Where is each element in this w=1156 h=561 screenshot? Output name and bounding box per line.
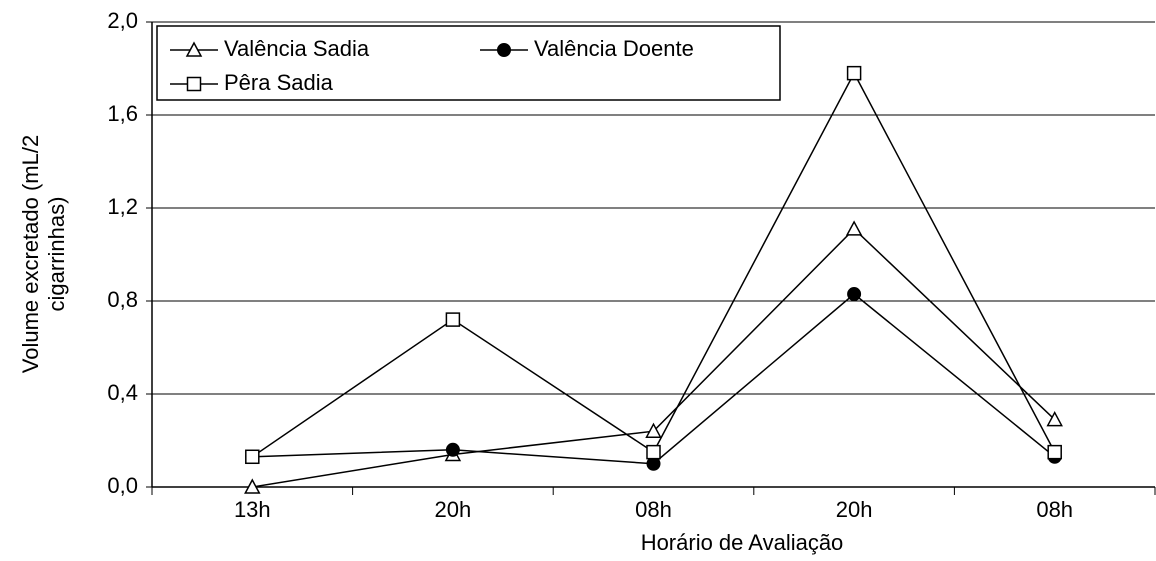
marker xyxy=(245,449,260,465)
legend-label: Valência Doente xyxy=(534,36,694,61)
x-tick-label: 20h xyxy=(836,497,873,522)
marker xyxy=(186,76,202,92)
marker xyxy=(645,422,662,438)
y-tick-label: 0,4 xyxy=(107,380,138,405)
x-tick-label: 13h xyxy=(234,497,271,522)
marker xyxy=(1047,444,1062,460)
marker xyxy=(846,65,862,81)
marker xyxy=(445,312,461,327)
y-tick-label: 1,2 xyxy=(107,194,138,219)
series-line xyxy=(251,71,1056,458)
x-tick-label: 20h xyxy=(435,497,472,522)
legend-label: Valência Sadia xyxy=(224,36,370,61)
y-tick-label: 2,0 xyxy=(107,8,138,33)
marker xyxy=(244,478,261,494)
y-axis-label: cigarrinhas) xyxy=(44,197,69,312)
y-tick-label: 1,6 xyxy=(107,101,138,126)
legend-box xyxy=(156,25,781,101)
marker xyxy=(185,41,203,57)
marker xyxy=(847,287,862,302)
marker xyxy=(497,43,511,57)
x-axis-label: Horário de Avaliação xyxy=(641,530,844,555)
x-tick-label: 08h xyxy=(1036,497,1073,522)
y-axis-label: Volume excretado (mL/2 xyxy=(18,135,43,373)
y-tick-label: 0,0 xyxy=(107,473,138,498)
series-line xyxy=(252,293,1056,465)
marker xyxy=(845,220,863,236)
legend-label: Pêra Sadia xyxy=(224,70,334,95)
marker xyxy=(445,442,460,457)
x-tick-label: 08h xyxy=(635,497,672,522)
y-tick-label: 0,8 xyxy=(107,287,138,312)
marker xyxy=(646,444,661,460)
marker xyxy=(1046,410,1063,427)
